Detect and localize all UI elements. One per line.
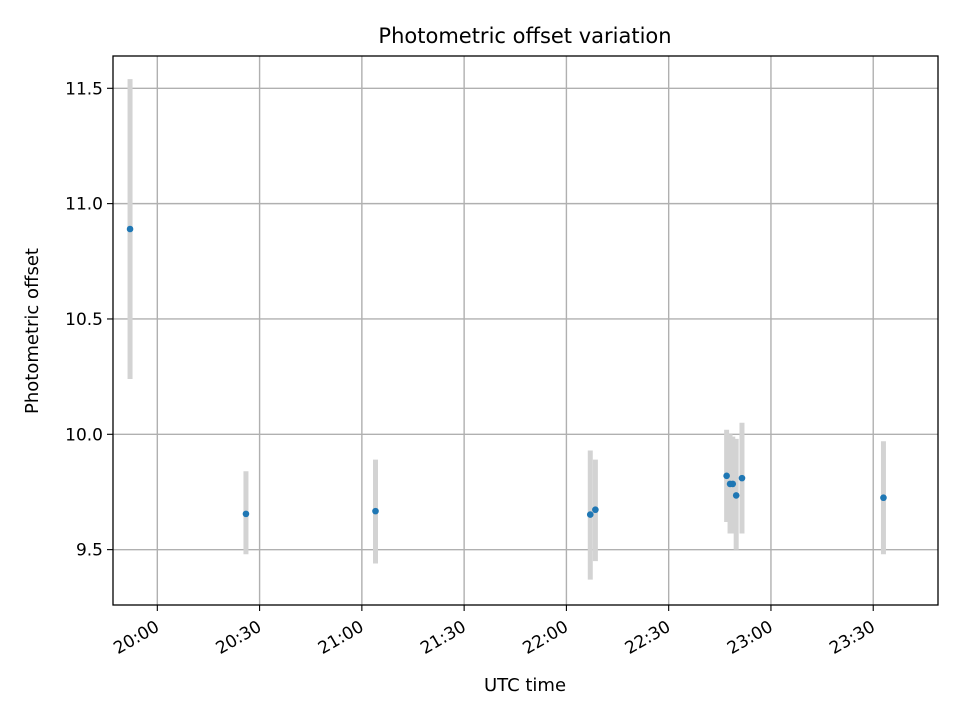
grid-layer bbox=[113, 56, 938, 605]
y-axis-label: Photometric offset bbox=[22, 248, 43, 414]
point-layer bbox=[126, 225, 887, 518]
data-point bbox=[586, 511, 594, 518]
data-point bbox=[723, 472, 730, 480]
y-tick-label: 10.0 bbox=[65, 425, 103, 445]
x-tick-label: 23:00 bbox=[724, 617, 776, 659]
data-point bbox=[592, 506, 599, 514]
plot-frame bbox=[112, 55, 939, 606]
x-tick-label: 23:30 bbox=[826, 617, 878, 659]
data-point bbox=[738, 474, 746, 482]
data-point bbox=[242, 510, 250, 518]
chart-title: Photometric offset variation bbox=[378, 24, 671, 48]
x-axis-label: UTC time bbox=[484, 675, 566, 696]
data-point bbox=[372, 507, 379, 515]
x-tick-label: 20:00 bbox=[110, 617, 162, 659]
tick-layer: 20:00 20:30 21:00 21:30 22:00 22:30 23:00 23:30… bbox=[65, 79, 879, 659]
data-point bbox=[729, 480, 737, 488]
data-point bbox=[880, 494, 887, 502]
data-point bbox=[732, 492, 740, 499]
y-tick-label: 11.0 bbox=[65, 195, 103, 215]
x-tick-label: 20:30 bbox=[213, 617, 265, 659]
y-tick-label: 11.5 bbox=[65, 79, 103, 99]
x-tick-label: 21:00 bbox=[315, 617, 367, 659]
x-tick-label: 22:30 bbox=[622, 617, 674, 659]
data-point bbox=[126, 225, 134, 233]
y-tick-label: 9.5 bbox=[76, 541, 103, 561]
y-tick-label: 10.5 bbox=[65, 310, 103, 330]
x-tick-label: 21:30 bbox=[417, 617, 469, 659]
x-tick-label: 22:00 bbox=[519, 617, 571, 659]
